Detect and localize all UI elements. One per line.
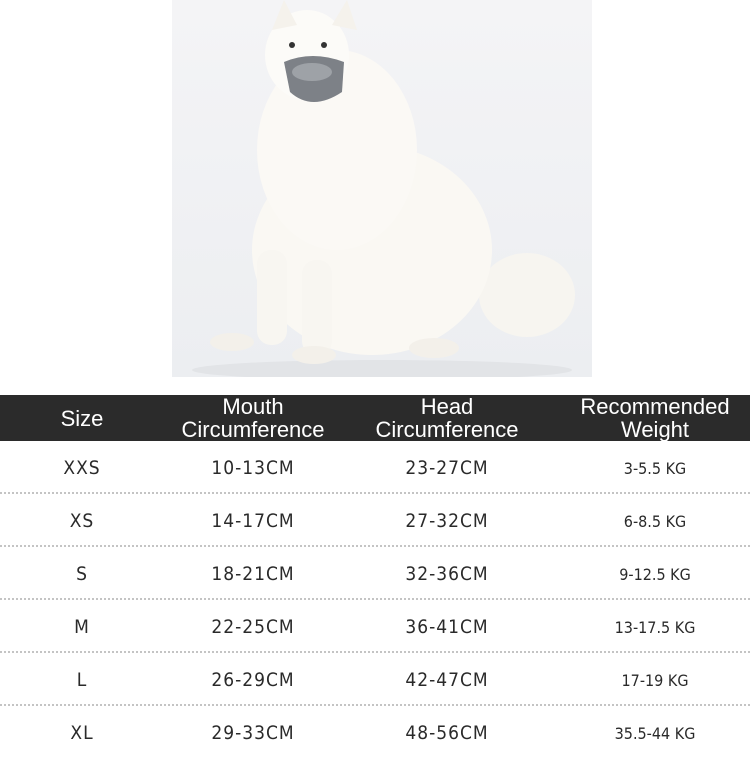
cell-size: S <box>76 563 88 585</box>
table-row: S 18-21CM 32-36CM 9-12.5 KG <box>0 548 750 600</box>
table-row: XL 29-33CM 48-56CM 35.5-44 KG <box>0 707 750 759</box>
table-row: XXS 10-13CM 23-27CM 3-5.5 KG <box>0 442 750 494</box>
cell-size: M <box>74 616 90 638</box>
size-table-header: Size Mouth Circumference Head Circumferenc… <box>0 395 750 441</box>
cell-mouth: 10-13CM <box>211 457 295 479</box>
cell-mouth: 14-17CM <box>211 510 295 532</box>
cell-weight: 17-19 KG <box>621 670 689 690</box>
header-recommended-weight: Recommended Weight <box>580 394 730 442</box>
header-size: Size <box>60 405 104 431</box>
cell-weight: 35.5-44 KG <box>614 723 696 743</box>
table-row: L 26-29CM 42-47CM 17-19 KG <box>0 654 750 706</box>
cell-mouth: 26-29CM <box>211 669 295 691</box>
row-divider <box>0 704 750 706</box>
cell-mouth: 18-21CM <box>211 563 295 585</box>
cell-mouth: 29-33CM <box>211 722 295 744</box>
cell-size: L <box>76 669 88 691</box>
cell-weight: 3-5.5 KG <box>623 458 687 478</box>
cell-weight: 9-12.5 KG <box>619 564 691 584</box>
row-divider <box>0 651 750 653</box>
cell-mouth: 22-25CM <box>211 616 295 638</box>
row-divider <box>0 545 750 547</box>
cell-size: XS <box>69 510 95 532</box>
cell-head: 36-41CM <box>405 616 489 638</box>
cell-weight: 13-17.5 KG <box>614 617 696 637</box>
cell-head: 48-56CM <box>405 722 489 744</box>
table-row: XS 14-17CM 27-32CM 6-8.5 KG <box>0 495 750 547</box>
header-head-circumference: Head Circumference <box>375 394 519 442</box>
cell-size: XL <box>70 722 94 744</box>
cell-head: 27-32CM <box>405 510 489 532</box>
cell-head: 32-36CM <box>405 563 489 585</box>
cell-head: 23-27CM <box>405 457 489 479</box>
cell-weight: 6-8.5 KG <box>623 511 687 531</box>
cell-head: 42-47CM <box>405 669 489 691</box>
dog-illustration <box>192 0 575 377</box>
row-divider <box>0 598 750 600</box>
cell-size: XXS <box>63 457 101 479</box>
table-row: M 22-25CM 36-41CM 13-17.5 KG <box>0 601 750 653</box>
header-mouth-circumference: Mouth Circumference <box>181 394 325 442</box>
row-divider <box>0 492 750 494</box>
product-photo <box>172 0 592 377</box>
